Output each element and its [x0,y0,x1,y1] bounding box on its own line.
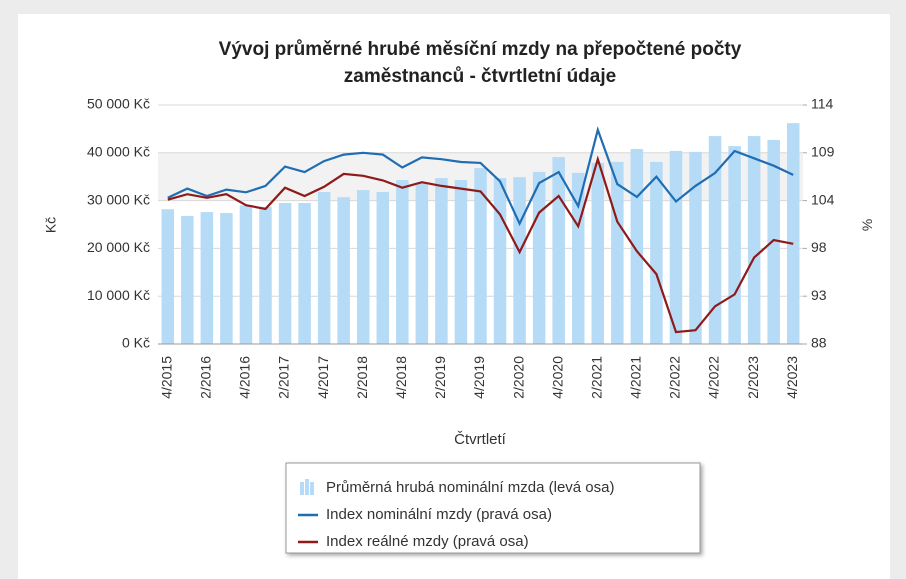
bar [708,136,722,344]
y-axis-title: Kč [43,217,59,233]
bar [747,136,761,344]
bar [396,180,409,344]
x-tick-label: 2/2021 [588,356,604,399]
bar [728,146,741,344]
x-tick-label: 2/2023 [745,356,761,399]
x-tick-label: 4/2015 [158,356,174,399]
bar [298,202,311,344]
x-tick-label: 4/2021 [628,356,644,399]
x-tick-label: 2/2016 [198,356,214,399]
bar [513,177,526,344]
bar [356,190,370,344]
legend-label: Průměrná hrubá nominální mzda (levá osa) [326,479,614,496]
x-tick-label: 2/2018 [354,356,370,399]
bar [669,150,683,344]
y2-tick-label: 104 [811,191,835,207]
x-tick-label: 2/2020 [510,356,526,399]
x-tick-label: 4/2022 [706,356,722,399]
y-tick-label: 0 Kč [122,335,150,351]
legend-label: Index nominální mzdy (pravá osa) [326,506,552,523]
line [167,155,794,334]
legend-label: Index reálné mzdy (pravá osa) [326,533,529,550]
y2-axis-title: % [859,219,875,231]
y2-tick-label: 114 [811,96,834,112]
bar [493,178,507,344]
bar [474,168,487,344]
x-tick-label: 2/2022 [667,356,683,399]
chart-subtitle: zaměstnanců - čtvrtletní údaje [344,66,616,87]
y-tick-label: 10 000 Kč [87,287,150,303]
bar [181,215,194,344]
x-tick-label: 2/2019 [432,356,448,399]
x-tick-label: 4/2020 [549,356,565,399]
legend-swatch [300,482,304,495]
y-tick-label: 50 000 Kč [87,96,150,112]
bar [767,139,780,344]
bar [415,182,429,344]
y2-tick-label: 93 [811,287,827,303]
x-tick-label: 4/2019 [471,356,487,399]
x-axis-title: Čtvrtletí [454,431,507,448]
y-tick-label: 40 000 Kč [87,144,150,160]
y-tick-label: 20 000 Kč [87,239,150,255]
y2-tick-label: 88 [811,335,827,351]
bar [278,202,292,344]
x-tick-label: 4/2018 [393,356,409,399]
bar [689,151,702,344]
bar [220,213,233,344]
bar [376,191,390,344]
chart-title: Vývoj průměrné hrubé měsíční mzdy na pře… [219,39,742,60]
bar [200,212,214,344]
bar [317,191,331,344]
legend-swatch [310,482,314,495]
bar [630,148,644,344]
bar [454,180,468,344]
y2-tick-label: 98 [811,239,827,255]
line [167,126,794,227]
bar [435,178,448,344]
y2-tick-label: 109 [811,144,835,160]
x-tick-label: 4/2023 [784,356,800,399]
x-tick-label: 2/2017 [276,356,292,399]
x-tick-label: 4/2016 [237,356,253,399]
bar [337,197,350,344]
bar [786,123,800,344]
bar [591,162,605,344]
bar [650,161,663,344]
bar [161,209,175,344]
bar [532,171,546,344]
legend-swatch [305,479,309,495]
bar [611,161,624,344]
bar [239,205,253,344]
bar [259,206,272,344]
x-tick-label: 4/2017 [315,356,331,399]
legend-box [285,462,701,554]
bar [552,157,565,344]
y-tick-label: 30 000 Kč [87,191,150,207]
